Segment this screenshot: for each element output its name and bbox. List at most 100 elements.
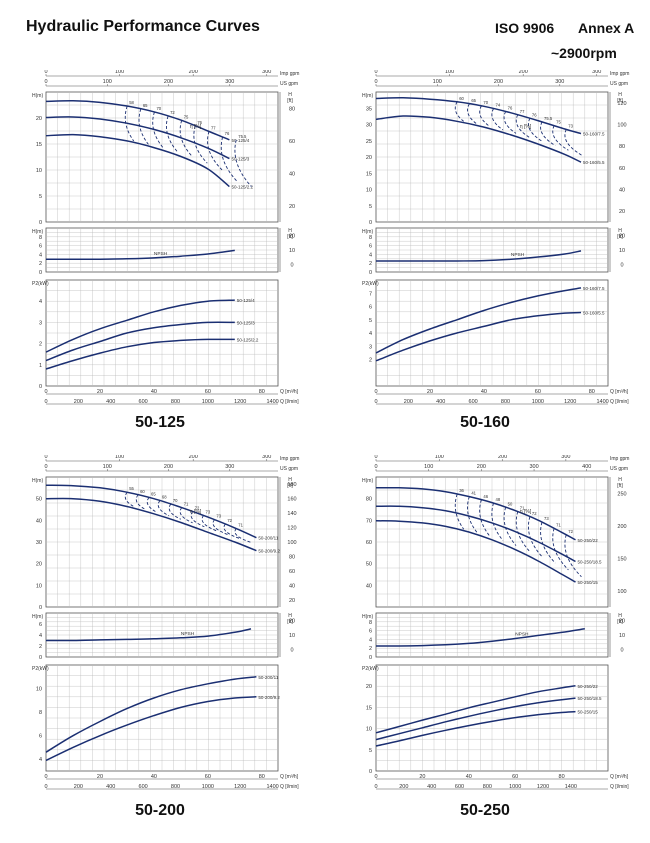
bottom-axis-label: Q [m³/h] [610, 774, 629, 780]
efficiency-value-label: 48 [496, 497, 501, 502]
standard-label: ISO 9906 [495, 20, 555, 36]
head-ytick-label: 0 [369, 220, 372, 226]
power-ytick-label: 15 [366, 705, 372, 711]
top-axis-tick-label: 0 [44, 464, 47, 470]
efficiency-contour [212, 519, 229, 536]
head-ytick-label: 20 [36, 116, 42, 122]
head-ylabel: H(m) [362, 93, 373, 99]
top-axis-tick-label: 200 [189, 70, 198, 75]
head-right-tick-label: 60 [619, 166, 625, 172]
bottom-axis-tick-label: 400 [106, 399, 115, 405]
bottom-axis-tick-label: 1200 [234, 784, 246, 790]
head-ytick-label: 0 [39, 605, 42, 611]
efficiency-value-label: 55 [129, 486, 134, 491]
efficiency-contour [540, 121, 556, 146]
head-right-label: H [288, 92, 292, 98]
efficiency-contour [503, 111, 517, 134]
npsh-ytick-label: 0 [39, 270, 42, 276]
power-ytick-label: 4 [39, 299, 42, 305]
bottom-axis-tick-label: 800 [171, 784, 180, 790]
head-series-line [375, 520, 576, 583]
efficiency-contour [220, 136, 238, 182]
head-ytick-label: 70 [366, 518, 372, 524]
power-ytick-label: 4 [369, 331, 372, 337]
bottom-axis-tick-label: 0 [44, 774, 47, 780]
bottom-axis-tick-label: 40 [481, 389, 487, 395]
npsh-section: 0 2 4 6 H(m) 0 10 20H[ft] [32, 612, 295, 661]
head-right-tick-label: 250 [617, 491, 626, 497]
npsh-right-tick-label: 20 [619, 618, 625, 624]
head-ytick-label: 50 [366, 562, 372, 568]
npsh-right-tick-label: 0 [290, 648, 293, 654]
efficiency-value-label: 73 [206, 510, 211, 515]
top-axis-tick-label: 300 [262, 70, 271, 75]
bottom-axis-tick-label: 1400 [266, 399, 278, 405]
efficiency-contour [157, 500, 170, 517]
head-ylabel: H(m) [32, 478, 43, 484]
head-ylabel: H(m) [32, 93, 43, 99]
efficiency-value-label: 72 [227, 518, 232, 523]
efficiency-value-label: 75.5 [238, 134, 247, 139]
head-right-tick-label: 100 [617, 123, 626, 129]
power-section: 2 3 4 5 6 7 P2(kW) 50-160/7.5 50-160/5.5 [362, 279, 609, 387]
power-series-label: 50-160/5.5 [583, 310, 605, 315]
power-series-line [45, 696, 257, 762]
bottom-axis-tick-label: 80 [259, 389, 265, 395]
power-ytick-label: 5 [369, 318, 372, 324]
npsh-right-tick-label: 10 [619, 633, 625, 639]
efficiency-contour [193, 125, 208, 164]
efficiency-value-label: 75 [556, 120, 561, 125]
bottom-axis-label: Q [l/min] [280, 399, 299, 405]
head-right-tick-label: 120 [287, 526, 296, 532]
power-series-label: 50-125/4 [237, 298, 255, 303]
bottom-axis-tick-label: 400 [436, 399, 445, 405]
efficiency-contour [234, 528, 252, 543]
power-series-label: 50-200/11 [258, 675, 278, 680]
head-ytick-label: 30 [366, 123, 372, 129]
bottom-axis-tick-label: 60 [512, 774, 518, 780]
top-axis-tick-label: 400 [582, 464, 591, 470]
efficiency-value-label: 73 [568, 123, 573, 128]
efficiency-contour [146, 497, 158, 513]
power-series-line [375, 685, 576, 734]
head-ytick-label: 40 [366, 583, 372, 589]
npsh-ytick-label: 8 [39, 235, 42, 241]
npsh-ytick-label: 0 [39, 655, 42, 661]
top-axis-tick-label: 0 [374, 455, 377, 460]
efficiency-contour [552, 528, 569, 571]
npsh-ytick-label: 6 [369, 244, 372, 250]
efficiency-contour [479, 499, 491, 537]
top-axes: 0 100 200 300 Imp gpm 0 100 200 300 US gpm [374, 70, 629, 87]
npsh-right-label: H [618, 228, 622, 234]
head-series-line [45, 116, 230, 160]
bottom-axes: 0 20 40 60 80 Q [m³/h] 0 200 400 600 800 1000 1200 14… [374, 774, 629, 790]
power-ytick-label: 3 [39, 320, 42, 326]
top-axis-tick-label: 0 [44, 79, 47, 85]
efficiency-contour [190, 511, 205, 528]
head-series-label: 50-125/2.2 [231, 185, 253, 190]
npsh-ytick-label: 0 [369, 655, 372, 661]
efficiency-contour [135, 494, 146, 510]
top-axis-tick-label: 100 [435, 455, 444, 460]
head-ytick-label: 10 [366, 188, 372, 194]
efficiency-value-label: 77 [211, 125, 216, 130]
efficiency-value-label: 72 [170, 110, 175, 115]
top-axes: 0 100 200 300 Imp gpm 0 100 200 300 US gpm [44, 455, 299, 472]
bottom-axis-tick-label: 20 [419, 774, 425, 780]
efficiency-value-label: 50 [508, 501, 513, 506]
bottom-axis-tick-label: 40 [466, 774, 472, 780]
npsh-ytick-label: 4 [39, 633, 42, 639]
efficiency-contour [564, 129, 582, 156]
bottom-axis-tick-label: 1200 [537, 784, 549, 790]
bottom-axis-tick-label: 40 [151, 774, 157, 780]
top-axis-tick-label: 200 [164, 79, 173, 85]
efficiency-value-label: 72 [532, 511, 537, 516]
top-axis-tick-label: 0 [374, 70, 377, 75]
head-ytick-label: 25 [366, 139, 372, 145]
head-right-tick-label: 20 [619, 209, 625, 215]
efficiency-value-label: 65 [471, 98, 476, 103]
efficiency-contour [179, 507, 193, 524]
efficiency-value-label: 60 [459, 96, 464, 101]
